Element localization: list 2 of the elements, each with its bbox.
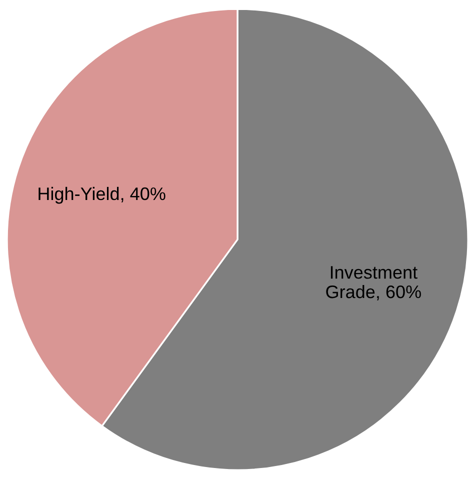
slice-label: Investment Grade, 60% [326, 266, 421, 300]
slice-label: High-Yield, 40% [38, 186, 166, 204]
